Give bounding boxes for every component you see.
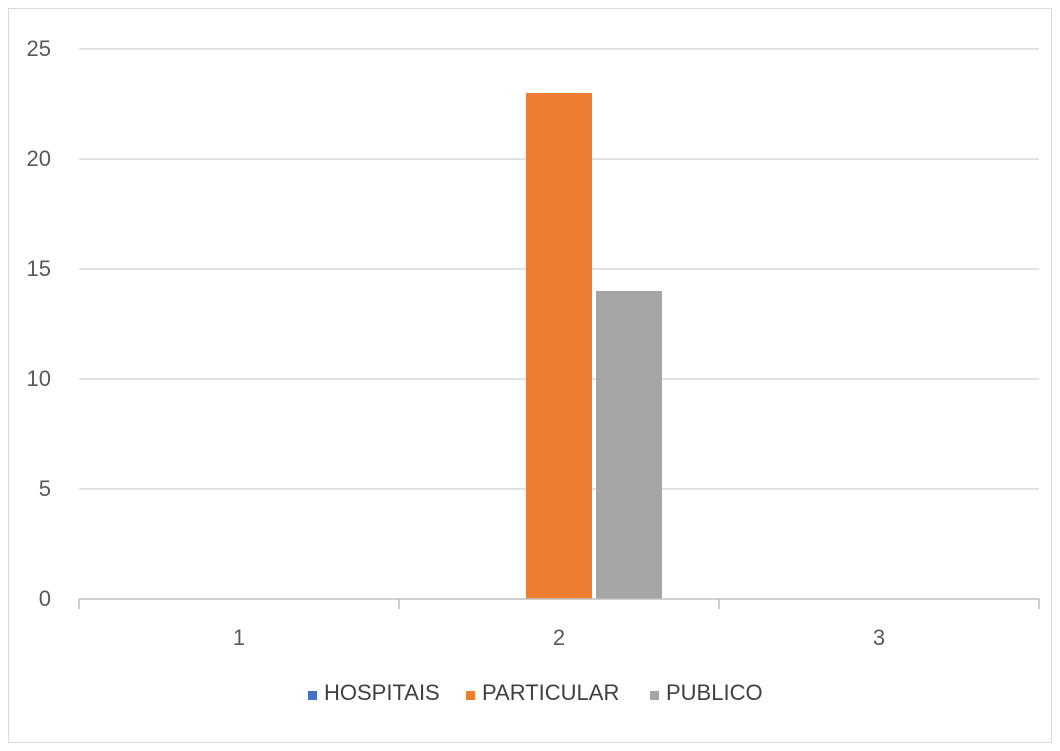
legend-label: HOSPITAIS xyxy=(324,680,440,705)
legend-swatch xyxy=(308,691,317,700)
y-tick-label: 20 xyxy=(27,146,51,171)
legend-label: PARTICULAR xyxy=(482,680,619,705)
y-axis: 0 5 10 15 20 25 xyxy=(27,36,51,611)
y-tick-label: 5 xyxy=(39,476,51,501)
legend-swatch xyxy=(650,691,659,700)
chart-frame: 0 5 10 15 20 25 1 2 3 HOSPITAIS PARTICULAR PUBLIC… xyxy=(8,8,1052,743)
y-tick-label: 25 xyxy=(27,36,51,61)
bars xyxy=(526,93,662,599)
legend-swatch xyxy=(466,691,475,700)
legend-item-particular: PARTICULAR xyxy=(466,680,619,705)
y-tick-label: 0 xyxy=(39,586,51,611)
legend-item-hospitais: HOSPITAIS xyxy=(308,680,440,705)
legend: HOSPITAIS PARTICULAR PUBLICO xyxy=(308,680,763,705)
x-tick-label: 3 xyxy=(873,625,885,650)
x-tick-label: 1 xyxy=(233,625,245,650)
y-tick-label: 15 xyxy=(27,256,51,281)
bar-publico-2 xyxy=(596,291,662,599)
legend-item-publico: PUBLICO xyxy=(650,680,763,705)
x-axis: 1 2 3 xyxy=(78,598,1040,650)
bar-chart: 0 5 10 15 20 25 1 2 3 HOSPITAIS PARTICULAR PUBLIC… xyxy=(27,36,1040,705)
bar-particular-2 xyxy=(526,93,592,599)
x-tick-label: 2 xyxy=(553,625,565,650)
legend-label: PUBLICO xyxy=(666,680,763,705)
y-tick-label: 10 xyxy=(27,366,51,391)
